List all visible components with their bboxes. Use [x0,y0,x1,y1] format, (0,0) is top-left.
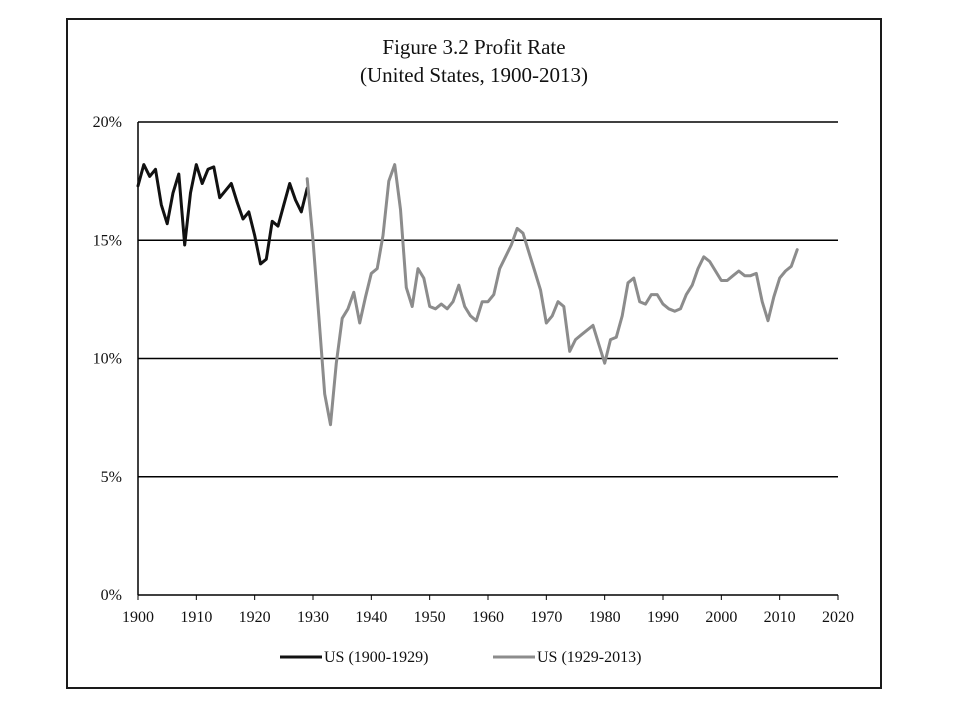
x-tick-label: 1900 [122,609,154,626]
profit-rate-chart: Figure 3.2 Profit Rate (United States, 1… [93,35,854,666]
y-tick-label: 20% [93,114,122,131]
x-tick-label: 2010 [764,609,796,626]
y-tick-label: 5% [101,469,122,486]
y-tick-labels: 0% 5% 10% 15% 20% [93,114,122,604]
x-tick-label: 1930 [297,609,329,626]
y-tick-label: 0% [101,587,122,604]
legend-label-2: US (1929-2013) [537,649,641,666]
x-tick-label: 1990 [647,609,679,626]
x-tick-label: 2000 [705,609,737,626]
chart-frame: Figure 3.2 Profit Rate (United States, 1… [66,18,882,689]
x-tick-label: 1960 [472,609,504,626]
legend-label-1: US (1900-1929) [324,649,428,666]
x-tick-label: 1950 [414,609,446,626]
axes [137,122,839,600]
legend: US (1900-1929) US (1929-2013) [280,649,641,666]
chart-title: Figure 3.2 Profit Rate [382,35,565,59]
x-tick-labels: 1900 1910 1920 1930 1940 1950 1960 1970 1980 1990… [122,609,854,626]
x-tick-label: 1910 [180,609,212,626]
x-tick-label: 1970 [530,609,562,626]
series-line-2 [305,163,799,427]
x-tick-label: 1920 [239,609,271,626]
x-tick-label: 1980 [589,609,621,626]
x-tick-label: 1940 [355,609,387,626]
y-tick-label: 15% [93,232,122,249]
x-tick-label: 2020 [822,609,854,626]
chart-subtitle: (United States, 1900-2013) [360,63,588,87]
series-line-1 [136,163,309,266]
y-tick-label: 10% [93,351,122,368]
data-series [136,163,799,427]
